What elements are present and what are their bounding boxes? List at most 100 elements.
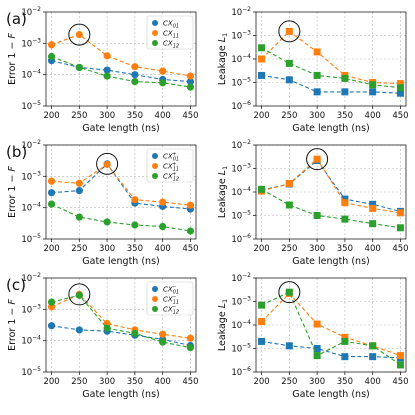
- data-point: [47, 189, 56, 197]
- x-tick-label: 400: [155, 377, 171, 387]
- x-tick-label: 200: [43, 244, 59, 254]
- data-point: [159, 330, 167, 338]
- data-point: [186, 72, 195, 80]
- data-point: [75, 63, 83, 72]
- data-point: [285, 288, 293, 296]
- data-point: [47, 298, 56, 306]
- x-tick-label: 350: [337, 111, 353, 121]
- y-tick-label: 10−4: [21, 335, 41, 347]
- x-tick-label: 250: [281, 377, 297, 387]
- data-point: [103, 66, 111, 74]
- legend-entry: CX01−: [163, 285, 179, 296]
- data-point: [396, 84, 404, 92]
- data-point: [313, 345, 321, 352]
- data-point: [285, 76, 293, 84]
- data-point: [369, 220, 377, 228]
- data-point: [369, 200, 377, 208]
- x-tick-label: 350: [127, 244, 143, 254]
- axes-frame: [45, 144, 197, 240]
- data-point: [75, 291, 83, 299]
- data-point: [258, 337, 266, 345]
- legend-marker: [152, 173, 158, 179]
- data-point: [103, 218, 111, 226]
- x-axis-label: Gate length (ns): [292, 123, 369, 134]
- data-point: [369, 353, 377, 361]
- x-tick-label: 400: [365, 111, 381, 121]
- data-point: [47, 200, 56, 208]
- data-point: [103, 72, 111, 80]
- y-tick-label: 10−4: [21, 202, 41, 214]
- data-point: [313, 212, 321, 219]
- legend-marker: [152, 163, 158, 169]
- data-point: [186, 78, 195, 86]
- highlight-circle: [306, 148, 329, 171]
- data-point: [186, 344, 195, 352]
- y-tick-label: 10−2: [231, 139, 251, 151]
- data-point: [103, 52, 111, 60]
- x-tick-label: 300: [99, 377, 115, 387]
- x-axis-label: Gate length (ns): [82, 389, 159, 400]
- legend-marker: [152, 306, 158, 312]
- legend-entry: CX11−: [163, 295, 179, 306]
- series-line-cx11: [261, 292, 401, 357]
- data-point: [131, 329, 139, 338]
- data-point: [258, 301, 266, 309]
- highlight-circle: [68, 23, 91, 46]
- panel-label: (c): [6, 276, 26, 294]
- x-tick-label: 450: [182, 244, 198, 254]
- data-point: [369, 88, 377, 96]
- y-tick-label: 10−5: [231, 343, 251, 355]
- data-point: [313, 71, 321, 79]
- data-point: [75, 30, 83, 39]
- highlight-circle: [68, 283, 91, 306]
- chart-panel: 200 250 300 350 400 450 10−6 10−5 10−4 10−3 10−2 Ga…: [217, 6, 409, 134]
- x-tick-label: 200: [253, 111, 269, 121]
- data-point: [341, 333, 349, 341]
- data-point: [341, 199, 349, 207]
- data-point: [131, 63, 139, 71]
- data-point: [285, 342, 293, 350]
- x-tick-label: 300: [99, 244, 115, 254]
- data-point: [313, 155, 321, 163]
- data-point: [186, 227, 195, 235]
- data-point: [285, 179, 293, 187]
- data-point: [258, 71, 266, 79]
- data-point: [75, 187, 83, 195]
- x-tick-label: 450: [182, 111, 198, 121]
- y-tick-label: 10−5: [21, 233, 41, 245]
- chart-panel: 200 250 300 350 400 450 10−6 10−5 10−4 10−3 10−2 Ga…: [217, 272, 409, 400]
- data-point: [47, 41, 56, 49]
- legend-marker: [152, 30, 158, 36]
- x-tick-label: 400: [155, 244, 171, 254]
- y-axis-label: Leakage L1: [217, 166, 229, 218]
- data-point: [47, 177, 56, 185]
- data-point: [186, 334, 195, 342]
- data-point: [258, 44, 266, 52]
- x-tick-label: 450: [392, 377, 408, 387]
- x-tick-label: 300: [99, 111, 115, 121]
- x-tick-label: 200: [253, 244, 269, 254]
- y-tick-label: 10−5: [231, 210, 251, 222]
- x-tick-label: 300: [309, 111, 325, 121]
- data-point: [258, 318, 266, 326]
- x-tick-label: 300: [309, 377, 325, 387]
- legend-entry: CX12: [163, 40, 179, 50]
- data-point: [75, 213, 83, 221]
- data-point: [369, 81, 377, 89]
- data-point: [186, 201, 195, 209]
- y-axis-label: Leakage L1: [217, 33, 229, 85]
- series-line-cx01: [261, 159, 401, 212]
- series-line-cx01: [51, 60, 191, 83]
- data-point: [131, 221, 139, 229]
- data-point: [159, 198, 167, 206]
- legend-entry: CX12−: [163, 305, 179, 316]
- x-tick-label: 350: [337, 377, 353, 387]
- data-point: [396, 89, 404, 97]
- y-tick-label: 10−2: [231, 6, 251, 18]
- y-tick-label: 10−2: [231, 272, 251, 284]
- data-point: [131, 71, 139, 79]
- legend-marker: [152, 153, 158, 159]
